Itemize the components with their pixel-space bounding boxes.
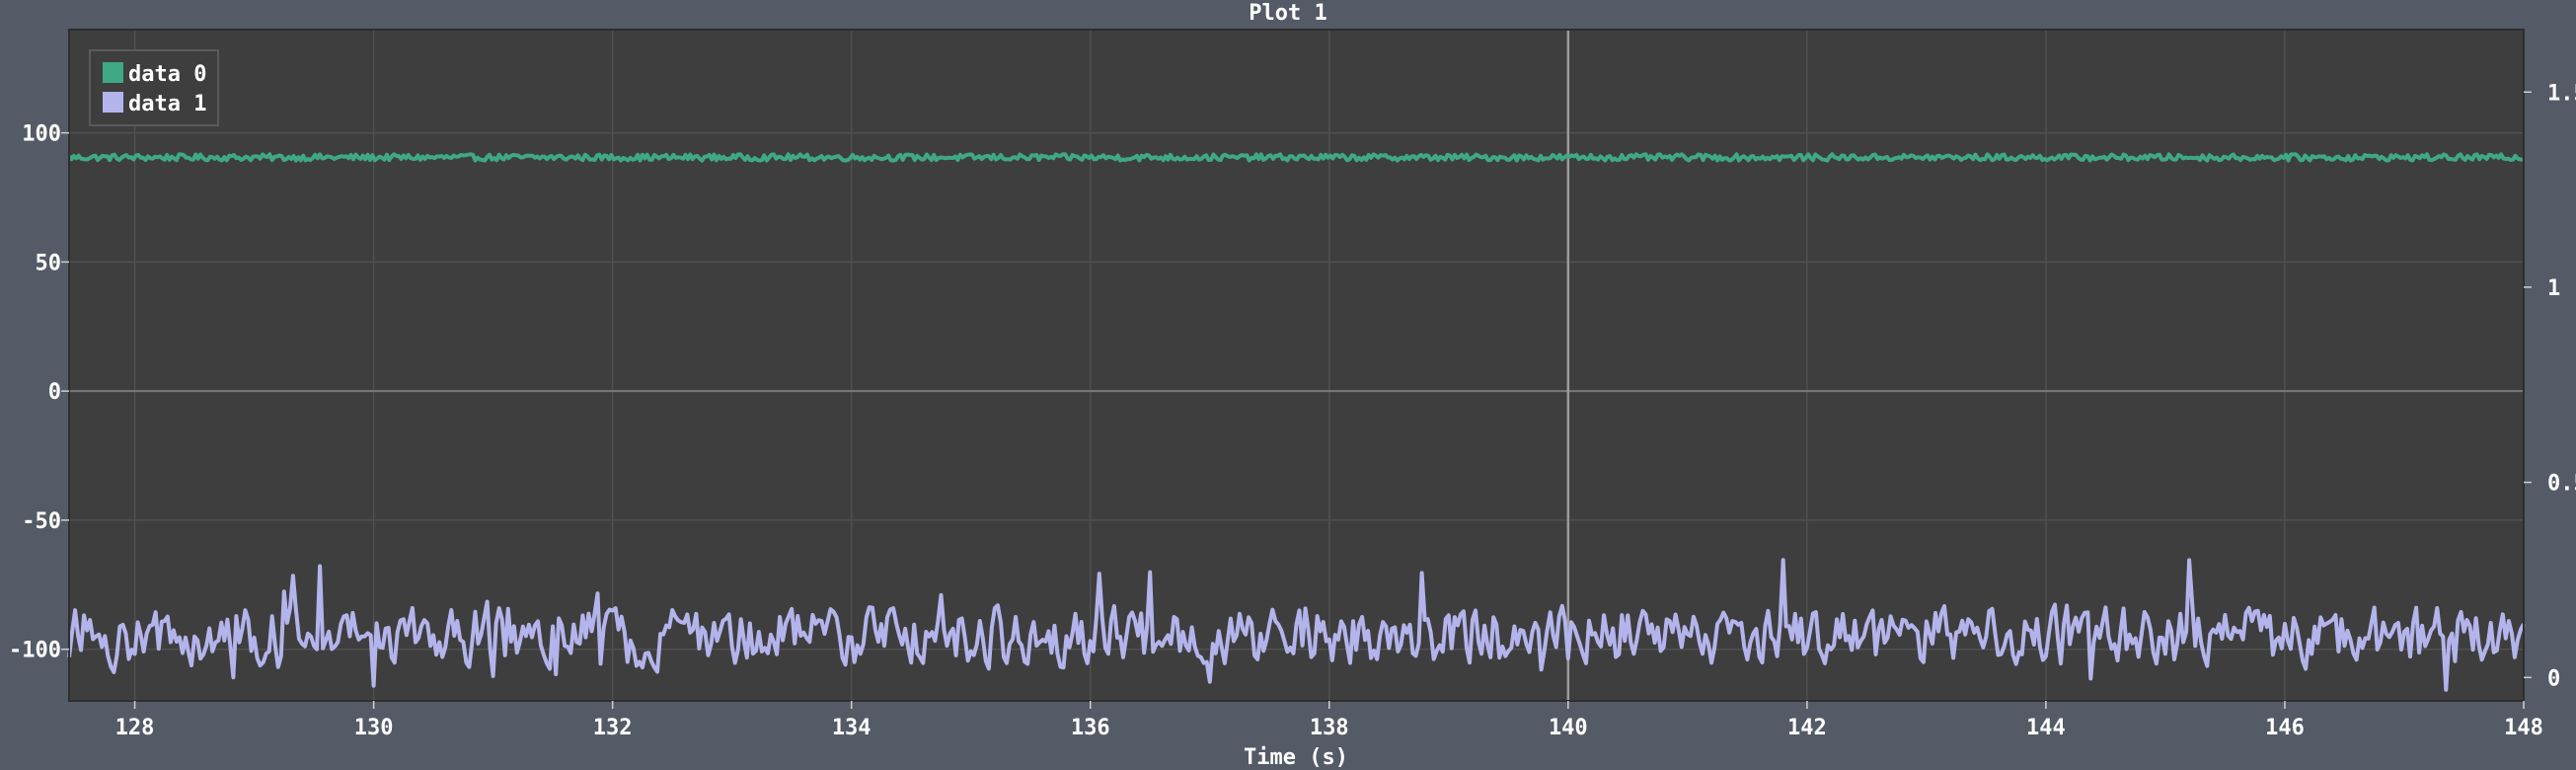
x-tick-label: 142 (1787, 716, 1827, 740)
x-tick-label: 128 (115, 716, 155, 740)
x-tick-label: 144 (2026, 716, 2066, 740)
legend-label-data-1[interactable]: data 1 (128, 92, 206, 116)
x-tick-label: 146 (2265, 716, 2305, 740)
legend-swatch-data-1[interactable] (103, 92, 123, 113)
x-tick-label: 136 (1071, 716, 1110, 740)
x-axis-label: Time (s) (1244, 745, 1348, 770)
y2-tick-label: 1.5 (2547, 81, 2576, 106)
x-tick-label: 138 (1310, 716, 1349, 740)
x-tick-label: 140 (1549, 716, 1588, 740)
y-axis-ticks: 100 50 0 -50 -100 (9, 122, 69, 663)
plot-title: Plot 1 (1249, 1, 1326, 26)
series-line-data-1[interactable] (67, 558, 2526, 692)
legend[interactable]: data 0 data 1 (89, 49, 219, 126)
y-tick-label: -50 (22, 509, 61, 534)
x-tick-label: 148 (2504, 716, 2543, 740)
x-tick-label: 132 (593, 716, 633, 740)
y-tick-label: -100 (9, 639, 61, 663)
plot-frame (68, 29, 2525, 702)
x-axis-ticks: 128 130 132 134 136 138 140 142 144 146 148 (115, 701, 2543, 740)
x-tick-label: 130 (354, 716, 394, 740)
series-layer (67, 152, 2526, 692)
y-tick-label: 0 (48, 380, 61, 405)
y-tick-label: 50 (36, 251, 62, 275)
y-tick-label: 100 (22, 122, 61, 147)
series-line-data-0[interactable] (67, 152, 2523, 163)
y2-tick-label: 1 (2547, 276, 2560, 301)
x-tick-label: 134 (832, 716, 871, 740)
y2-axis-ticks: 1.5 1 0.5 0 (2524, 81, 2576, 691)
legend-label-data-0[interactable]: data 0 (128, 62, 206, 87)
y2-tick-label: 0 (2547, 666, 2560, 691)
plot-area[interactable] (69, 30, 2524, 701)
legend-swatch-data-0[interactable] (103, 62, 123, 83)
y2-tick-label: 0.5 (2547, 472, 2576, 497)
